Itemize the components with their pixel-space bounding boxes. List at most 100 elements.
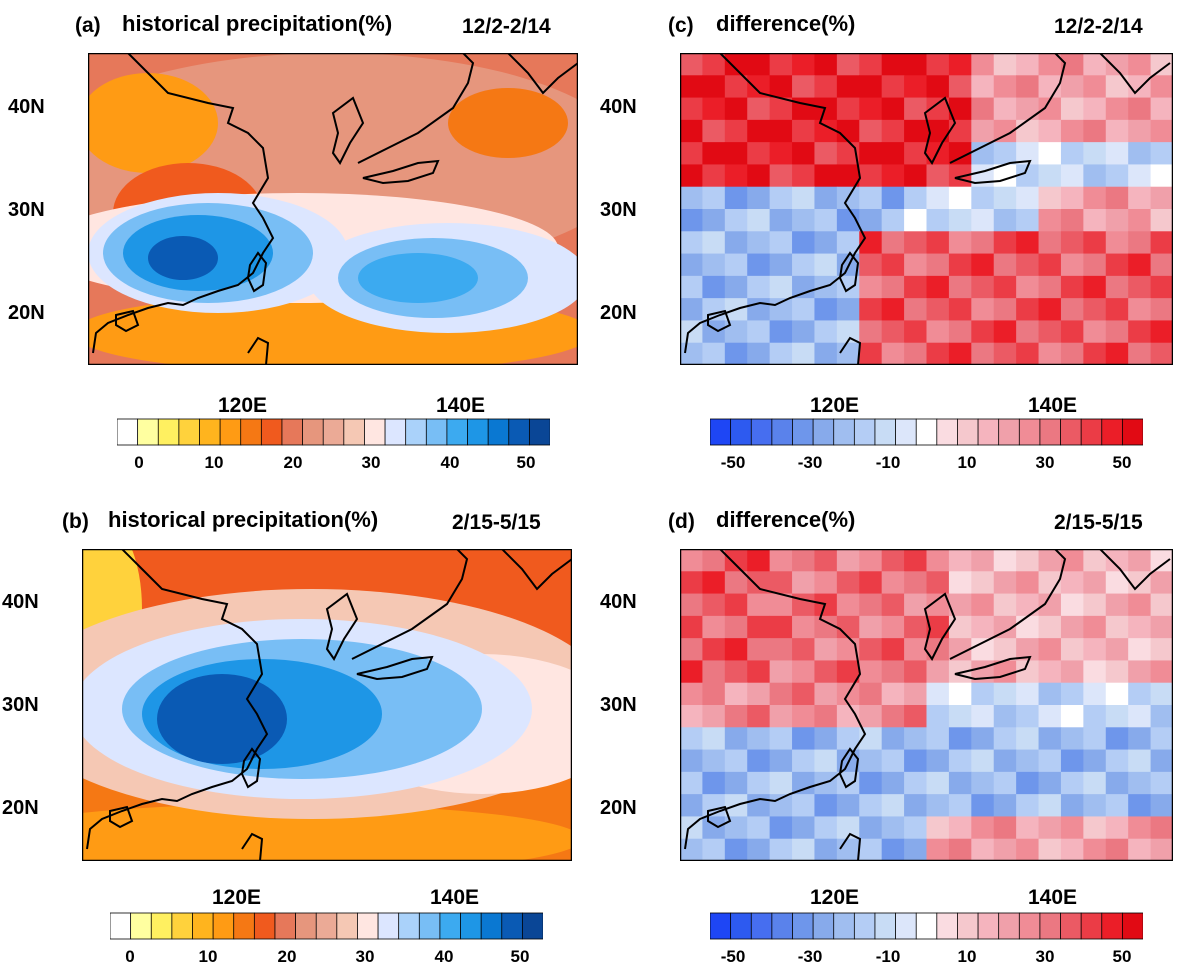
colorbar-swatch — [117, 418, 139, 446]
grid-cell — [1038, 638, 1062, 661]
grid-cell — [1060, 749, 1084, 773]
colorbar-swatch — [957, 912, 979, 940]
lat-label: 30N — [8, 199, 45, 221]
colorbar-swatch — [508, 418, 530, 446]
grid-cell — [1128, 682, 1152, 706]
lon-label: 140E — [436, 394, 486, 417]
grid-cell — [702, 209, 726, 232]
grid-cell — [836, 571, 860, 595]
grid-cell — [1150, 794, 1173, 817]
colorbar-tick: 10 — [198, 947, 218, 966]
colorbar-swatch — [895, 912, 917, 940]
grid-cell — [948, 342, 972, 365]
grid-cell — [814, 838, 838, 861]
coastline — [115, 309, 140, 333]
grid-cell — [1150, 682, 1173, 706]
coastline — [707, 805, 732, 829]
grid-cell — [993, 749, 1017, 773]
grid-cell — [680, 660, 703, 684]
grid-cell — [814, 749, 838, 773]
grid-cell — [680, 749, 703, 773]
grid-cell — [769, 342, 793, 365]
grid-cell — [680, 186, 703, 210]
grid-cell — [747, 660, 771, 684]
grid-cell — [1083, 320, 1107, 344]
colorbar-tick: 50 — [1112, 453, 1132, 472]
grid-cell — [747, 638, 771, 661]
grid-cell — [747, 593, 771, 617]
grid-cell — [1150, 571, 1173, 595]
grid-cell — [1016, 571, 1040, 595]
colorbar-tick: 30 — [1035, 947, 1055, 966]
grid-cell — [859, 342, 883, 365]
grid-cell — [1038, 275, 1062, 299]
grid-cell — [724, 816, 748, 840]
grid-cell — [814, 705, 838, 728]
grid-cell — [1016, 727, 1040, 751]
colorbar-swatch — [315, 912, 338, 940]
grid-cell — [1060, 164, 1084, 188]
grid-cell — [971, 186, 995, 210]
grid-cell — [1016, 298, 1040, 321]
grid-cell — [881, 816, 905, 840]
grid-cell — [881, 593, 905, 617]
grid-cell — [993, 682, 1017, 706]
contour-region — [448, 88, 568, 158]
grid-cell — [702, 119, 726, 143]
grid-cell — [1128, 142, 1152, 165]
colorbar-swatch — [302, 418, 324, 446]
grid-cell — [1060, 571, 1084, 595]
grid-cell — [859, 209, 883, 232]
grid-cell — [1150, 164, 1173, 188]
grid-cell — [836, 298, 860, 321]
grid-cell — [814, 794, 838, 817]
grid-cell — [1105, 593, 1129, 617]
grid-cell — [993, 75, 1017, 99]
grid-cell — [769, 682, 793, 706]
colorbar-swatch — [377, 912, 400, 940]
panel-c: (c) difference(%) 12/2-2/14 40N 30N 20N … — [598, 0, 1197, 484]
grid-cell — [1105, 119, 1129, 143]
grid-cell — [971, 705, 995, 728]
grid-cell — [1105, 771, 1129, 795]
colorbar-tick: -50 — [720, 453, 746, 472]
grid-cell — [1105, 342, 1129, 365]
grid-cell — [724, 571, 748, 595]
grid-cell — [881, 275, 905, 299]
contour-region — [148, 236, 218, 280]
grid-cell — [836, 119, 860, 143]
grid-cell — [769, 231, 793, 255]
grid-cell — [971, 771, 995, 795]
grid-cell — [1016, 119, 1040, 143]
grid-cell — [702, 186, 726, 210]
grid-cell — [904, 705, 927, 728]
panel-d: (d) difference(%) 2/15-5/15 40N 30N 20N … — [598, 484, 1197, 968]
grid-cell — [881, 682, 905, 706]
grid-cell — [1150, 142, 1173, 165]
colorbar-swatch — [874, 418, 897, 446]
colorbar-swatch — [915, 418, 938, 446]
grid-cell — [1105, 727, 1129, 751]
grid-cell — [948, 571, 972, 595]
grid-cell — [680, 638, 703, 661]
colorbar-swatch — [792, 418, 814, 446]
grid-cell — [747, 727, 771, 751]
lat-label: 40N — [600, 591, 637, 613]
grid-cell — [792, 275, 815, 299]
grid-cell — [680, 253, 703, 277]
grid-cell — [747, 253, 771, 277]
grid-cell — [926, 53, 950, 76]
grid-cell — [702, 615, 726, 639]
grid-cell — [724, 209, 748, 232]
lat-label: 40N — [2, 591, 39, 613]
grid-cell — [836, 164, 860, 188]
grid-cell — [814, 97, 838, 121]
grid-cell — [971, 320, 995, 344]
grid-cell — [747, 142, 771, 165]
grid-cell — [1105, 749, 1129, 773]
grid-cell — [993, 298, 1017, 321]
grid-cell — [1083, 660, 1107, 684]
colorbar-swatch — [467, 418, 489, 446]
grid-cell — [948, 186, 972, 210]
grid-cell — [971, 593, 995, 617]
